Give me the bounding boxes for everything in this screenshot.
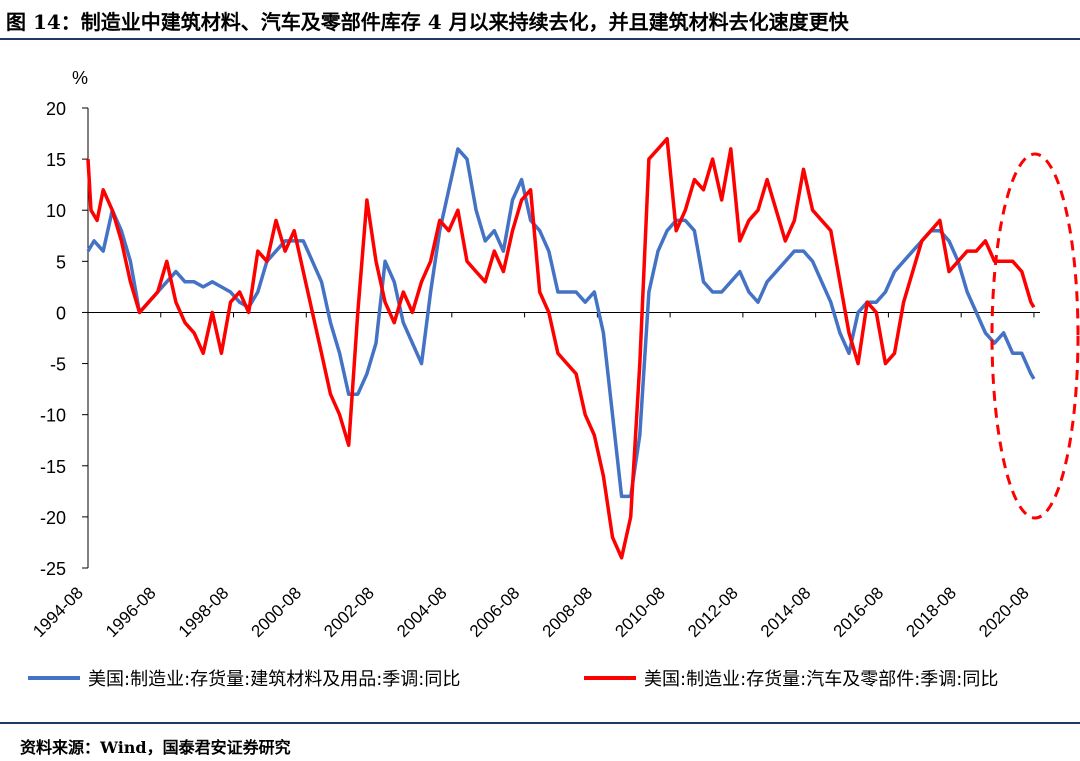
legend-label-1: 美国:制造业:存货量:建筑材料及用品:季调:同比 — [88, 669, 460, 690]
series-line-2 — [86, 136, 1036, 560]
x-tick-label: 2018-08 — [902, 583, 960, 641]
y-tick-label: -15 — [40, 457, 66, 477]
source-note: 资料来源：Wind，国泰君安证券研究 — [20, 738, 291, 757]
x-tick-label: 2014-08 — [757, 583, 815, 641]
x-tick-label: 2012-08 — [684, 583, 742, 641]
x-tick-label: 1998-08 — [175, 583, 233, 641]
series-lines — [86, 136, 1036, 560]
highlight-ellipse — [990, 152, 1080, 520]
x-tick-label: 2008-08 — [539, 583, 597, 641]
legend: 美国:制造业:存货量:建筑材料及用品:季调:同比 美国:制造业:存货量:汽车及零部… — [28, 669, 998, 690]
y-tick-label: 5 — [56, 252, 66, 272]
x-tick-label: 2010-08 — [611, 583, 669, 641]
y-axis-unit-label: % — [72, 68, 88, 88]
y-tick-label: 0 — [56, 303, 66, 323]
y-tick-label: -20 — [40, 508, 66, 528]
figure-title: 图 14：制造业中建筑材料、汽车及零部件库存 4 月以来持续去化，并且建筑材料去… — [6, 10, 849, 34]
x-tick-label: 2002-08 — [320, 583, 378, 641]
y-tick-label: -10 — [40, 406, 66, 426]
y-tick-label: 20 — [46, 99, 66, 119]
x-tick-label: 2016-08 — [830, 583, 888, 641]
x-tick-label: 2004-08 — [393, 583, 451, 641]
x-tick-label: 2020-08 — [975, 583, 1033, 641]
legend-label-2: 美国:制造业:存货量:汽车及零部件:季调:同比 — [644, 669, 998, 690]
series-line-1 — [86, 147, 1036, 499]
y-tick-label: -5 — [50, 355, 66, 375]
y-axis: % 20 15 10 5 0 -5 -10 -15 -20 -25 — [40, 68, 89, 579]
line-chart: % 20 15 10 5 0 -5 -10 -15 -20 -25 1994-08 1996-08 19… — [28, 68, 1080, 690]
x-tick-label: 1996-08 — [102, 583, 160, 641]
x-tick-label: 1994-08 — [29, 583, 87, 641]
title-bar: 图 14：制造业中建筑材料、汽车及零部件库存 4 月以来持续去化，并且建筑材料去… — [0, 0, 1080, 40]
x-tick-label: 2006-08 — [466, 583, 524, 641]
y-tick-label: 15 — [46, 150, 66, 170]
source-bar: 资料来源：Wind，国泰君安证券研究 — [0, 722, 1080, 761]
y-tick-label: -25 — [40, 559, 66, 579]
y-tick-label: 10 — [46, 201, 66, 221]
x-tick-label: 2000-08 — [248, 583, 306, 641]
